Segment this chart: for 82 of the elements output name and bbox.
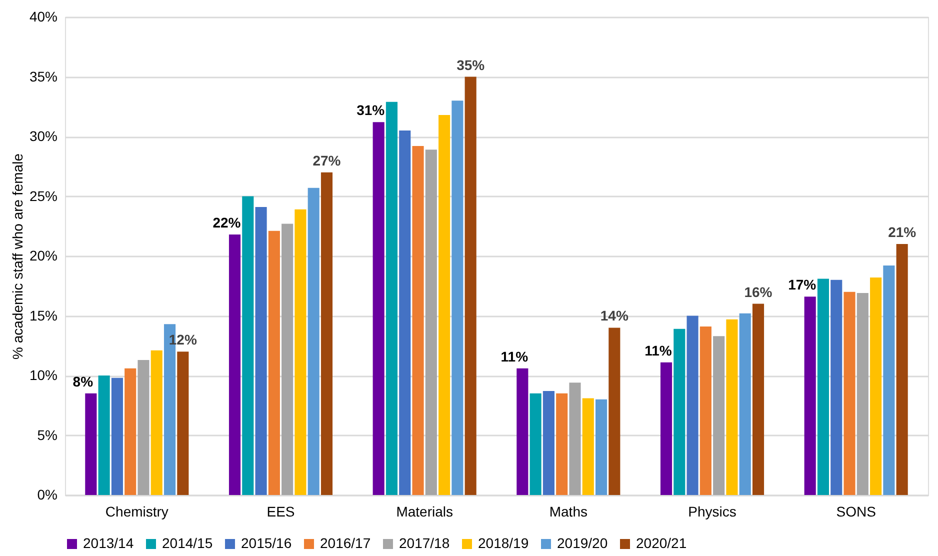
bar	[242, 196, 254, 495]
bar	[294, 209, 306, 495]
y-tick-label: 35%	[29, 68, 58, 84]
bar	[372, 122, 384, 495]
bar	[150, 350, 162, 495]
bar	[726, 319, 738, 495]
bar	[569, 382, 581, 495]
bar	[530, 393, 542, 495]
legend-label: 2015/16	[241, 535, 292, 551]
legend-label: 2014/15	[162, 535, 213, 551]
x-tick-label: Chemistry	[105, 504, 168, 520]
bar	[228, 234, 241, 495]
bar	[438, 114, 450, 495]
bar	[255, 207, 267, 495]
x-tick-label: Physics	[688, 504, 736, 520]
bar	[830, 280, 842, 495]
x-tick-label: Materials	[396, 504, 453, 520]
bar	[700, 326, 712, 495]
bar	[425, 150, 437, 495]
data-label: 14%	[600, 308, 629, 324]
legend-label: 2016/17	[320, 535, 371, 551]
legend-label: 2018/19	[478, 535, 529, 551]
legend-label: 2019/20	[557, 535, 608, 551]
x-tick-label: EES	[266, 504, 295, 520]
data-label: 27%	[312, 152, 342, 168]
bar	[308, 188, 320, 495]
bar	[85, 393, 97, 495]
y-tick-label: 40%	[29, 8, 58, 24]
y-tick-label: 30%	[29, 128, 58, 144]
bar	[660, 362, 672, 495]
bar	[111, 378, 123, 495]
bar	[856, 293, 868, 495]
y-tick-label: 25%	[29, 188, 58, 204]
bar	[713, 336, 725, 495]
bar	[595, 399, 608, 495]
y-tick-label: 5%	[37, 426, 58, 443]
y-tick-label: 15%	[29, 307, 58, 324]
data-label: 11%	[644, 342, 672, 358]
x-tick-label: Maths	[549, 504, 588, 520]
data-label: 21%	[888, 224, 917, 240]
bar	[608, 328, 620, 495]
bar	[896, 244, 908, 495]
bar	[739, 313, 751, 495]
legend-label: 2017/18	[399, 535, 450, 551]
bar	[752, 304, 764, 495]
y-tick-label: 20%	[29, 248, 58, 264]
y-tick-label: 0%	[37, 486, 58, 502]
bar	[320, 172, 333, 495]
data-label: 31%	[356, 102, 386, 118]
y-axis-title: % academic staff who are female	[9, 153, 26, 360]
bar	[282, 224, 294, 495]
data-label: 17%	[788, 276, 817, 293]
bar	[556, 393, 568, 495]
bar	[386, 102, 398, 495]
bar	[464, 76, 476, 495]
bar	[412, 146, 424, 495]
data-label: 11%	[500, 348, 529, 364]
y-tick-label: 10%	[29, 367, 58, 383]
bar	[177, 352, 189, 495]
bar	[268, 230, 280, 495]
bar	[870, 278, 882, 495]
bar	[399, 130, 411, 495]
bar	[452, 100, 464, 495]
bar	[124, 368, 136, 495]
bar	[582, 398, 594, 495]
data-label: 35%	[456, 56, 486, 73]
legend-label: 2013/14	[83, 535, 134, 551]
legend-label: 2020/21	[636, 535, 687, 551]
bar	[516, 368, 528, 495]
data-label: 16%	[744, 284, 773, 300]
data-label: 8%	[72, 373, 94, 390]
data-label: 22%	[212, 214, 242, 230]
bar	[883, 266, 895, 495]
bar	[542, 391, 554, 495]
bar	[138, 360, 150, 495]
x-tick-label: SONS	[836, 504, 876, 520]
bar	[817, 278, 830, 495]
bar	[844, 292, 856, 495]
bar	[686, 316, 698, 495]
bar	[674, 328, 686, 495]
bar	[98, 376, 110, 495]
bar	[804, 296, 816, 495]
